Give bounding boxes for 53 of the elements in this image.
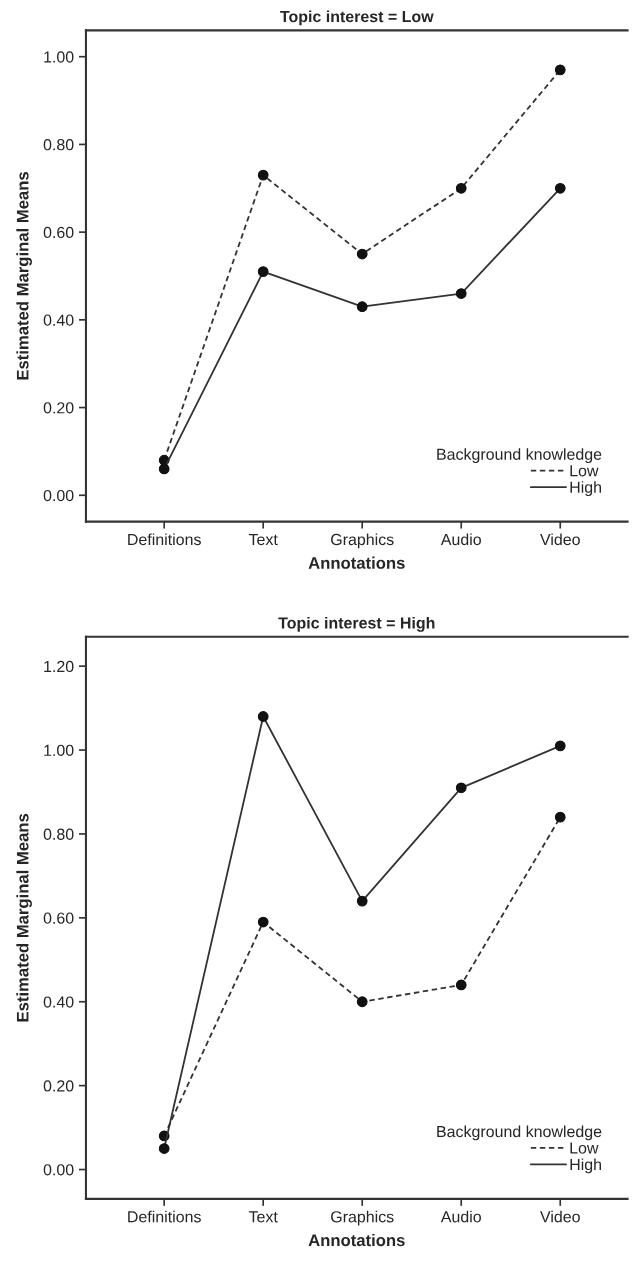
point — [356, 996, 368, 1008]
point — [455, 182, 467, 194]
legend-title: Background knowledge — [437, 448, 602, 464]
point — [257, 711, 269, 722]
legend-label: High — [570, 1158, 601, 1174]
point — [257, 266, 269, 277]
legend-label: Low — [570, 465, 599, 477]
chart-title: Topic interest = Low — [280, 10, 434, 26]
y-tick-label: 0.00 — [43, 489, 74, 502]
chart-title: Topic interest = High — [278, 616, 435, 632]
x-tick-label: Text — [248, 1211, 278, 1223]
point — [554, 740, 566, 752]
point — [455, 288, 467, 299]
x-tick-label: Text — [248, 533, 278, 546]
x-tick-label: Graphics — [331, 1210, 394, 1226]
point — [257, 169, 269, 181]
y-tick-label: 0.00 — [43, 1164, 74, 1176]
y-axis-title: Estimated Marginal Means — [16, 172, 32, 380]
y-tick-label: 0.40 — [43, 996, 74, 1008]
y-tick-label: 1.00 — [44, 51, 74, 63]
x-tick-label: Video — [540, 533, 580, 546]
point — [356, 301, 368, 313]
point — [158, 1143, 170, 1154]
point — [356, 248, 368, 260]
y-tick-label: 0.80 — [43, 828, 74, 840]
x-tick-label: Audio — [440, 533, 481, 546]
legend-label: High — [570, 481, 601, 497]
legend-label: Low — [570, 1142, 599, 1154]
point — [356, 895, 368, 907]
y-axis-title: Estimated Marginal Means — [16, 813, 32, 1022]
x-axis-title: Annotations — [308, 556, 405, 569]
y-tick-label: 0.20 — [43, 1080, 74, 1092]
y-tick-label: 1.20 — [44, 660, 74, 673]
point — [554, 182, 566, 194]
point — [158, 463, 170, 475]
legend-title: Background knowledge — [437, 1125, 602, 1141]
x-axis-title: Annotations — [308, 1233, 405, 1247]
point — [455, 782, 467, 794]
y-tick-label: 0.60 — [43, 912, 74, 924]
point — [554, 64, 566, 76]
x-tick-label: Audio — [440, 1210, 481, 1223]
y-tick-label: 0.80 — [43, 139, 74, 151]
point — [554, 811, 566, 823]
y-tick-label: 1.00 — [44, 744, 74, 756]
point — [455, 979, 467, 991]
x-tick-label: Graphics — [331, 533, 394, 549]
y-tick-label: 0.40 — [43, 314, 74, 326]
x-tick-label: Definitions — [128, 1210, 201, 1223]
x-tick-label: Video — [540, 1210, 580, 1223]
y-tick-label: 0.20 — [43, 402, 74, 414]
x-tick-label: Definitions — [128, 533, 201, 546]
y-tick-label: 0.60 — [43, 226, 74, 239]
point — [257, 916, 269, 928]
